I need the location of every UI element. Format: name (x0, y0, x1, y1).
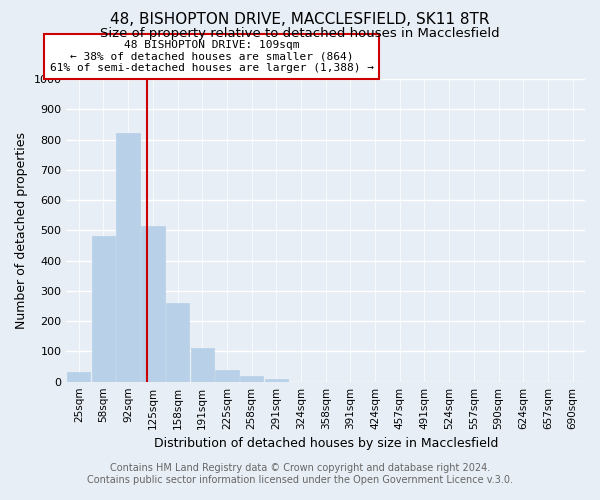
Y-axis label: Number of detached properties: Number of detached properties (15, 132, 28, 329)
Text: Size of property relative to detached houses in Macclesfield: Size of property relative to detached ho… (100, 28, 500, 40)
Text: Contains HM Land Registry data © Crown copyright and database right 2024.
Contai: Contains HM Land Registry data © Crown c… (87, 464, 513, 485)
Text: 48, BISHOPTON DRIVE, MACCLESFIELD, SK11 8TR: 48, BISHOPTON DRIVE, MACCLESFIELD, SK11 … (110, 12, 490, 28)
Text: 48 BISHOPTON DRIVE: 109sqm
← 38% of detached houses are smaller (864)
61% of sem: 48 BISHOPTON DRIVE: 109sqm ← 38% of deta… (50, 40, 374, 73)
Bar (240, 376, 263, 382)
Bar (116, 134, 140, 382)
Bar (166, 303, 189, 382)
Bar (191, 348, 214, 382)
Bar (141, 226, 164, 382)
Bar (265, 378, 288, 382)
X-axis label: Distribution of detached houses by size in Macclesfield: Distribution of detached houses by size … (154, 437, 498, 450)
Bar (92, 236, 115, 382)
Bar (215, 370, 239, 382)
Bar (67, 372, 91, 382)
